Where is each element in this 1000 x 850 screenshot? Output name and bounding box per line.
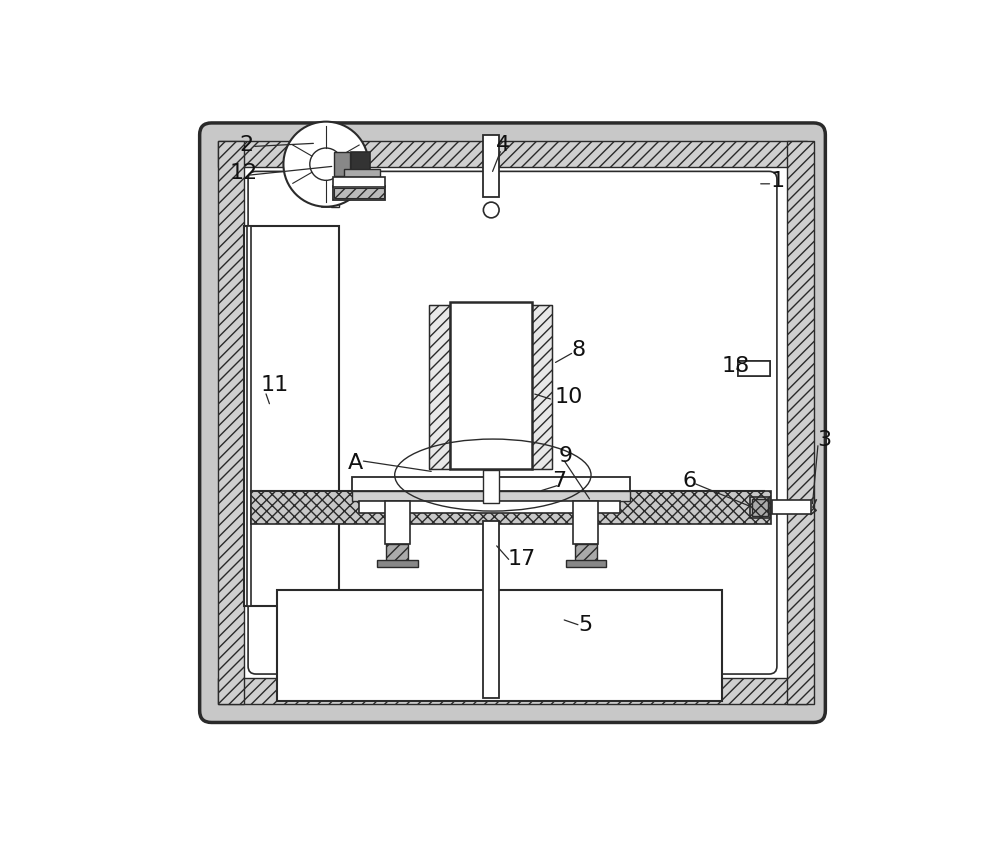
Bar (251, 491, 771, 524)
Bar (575, 544, 597, 564)
Text: 18: 18 (722, 355, 750, 376)
Text: A: A (348, 453, 363, 473)
Bar (247, 226, 251, 606)
Bar (218, 141, 807, 167)
Bar (352, 491, 630, 501)
Bar (566, 560, 606, 567)
Bar (385, 502, 410, 544)
Text: 9: 9 (558, 446, 572, 466)
Bar (333, 178, 385, 187)
Bar (750, 497, 770, 518)
Bar (218, 141, 244, 704)
Circle shape (283, 122, 369, 207)
Text: 10: 10 (555, 387, 583, 407)
Bar (738, 361, 770, 376)
Bar (359, 502, 620, 513)
Text: 5: 5 (578, 615, 592, 635)
Bar (322, 122, 330, 207)
Bar (334, 152, 350, 176)
Bar (450, 302, 532, 468)
Bar (483, 135, 499, 197)
Bar (772, 500, 811, 514)
Bar (429, 305, 450, 468)
Bar (752, 499, 768, 516)
Circle shape (310, 148, 342, 180)
Bar (429, 305, 450, 468)
Text: 7: 7 (552, 471, 566, 490)
Bar (352, 477, 630, 491)
Circle shape (483, 202, 499, 218)
Bar (738, 361, 770, 376)
Bar (333, 186, 385, 201)
Bar (531, 305, 552, 468)
FancyBboxPatch shape (234, 157, 791, 688)
Bar (483, 521, 499, 698)
Text: 6: 6 (683, 471, 697, 490)
Bar (386, 544, 408, 564)
Bar (277, 590, 722, 701)
Text: 12: 12 (230, 163, 258, 184)
Text: 4: 4 (496, 135, 510, 155)
Text: 8: 8 (571, 340, 586, 360)
Text: 17: 17 (507, 549, 536, 570)
Text: 2: 2 (239, 135, 253, 155)
Bar (218, 678, 807, 704)
Bar (344, 169, 380, 178)
Bar (377, 560, 418, 567)
Text: 3: 3 (817, 429, 831, 450)
Bar (244, 226, 339, 606)
Bar (331, 122, 339, 207)
Bar (787, 141, 814, 704)
Text: 1: 1 (771, 171, 785, 191)
Bar (531, 305, 552, 468)
Bar (334, 189, 384, 198)
Bar (483, 470, 499, 502)
FancyBboxPatch shape (200, 123, 825, 722)
Bar (351, 152, 370, 172)
Text: 11: 11 (261, 376, 289, 395)
Bar (573, 502, 598, 544)
